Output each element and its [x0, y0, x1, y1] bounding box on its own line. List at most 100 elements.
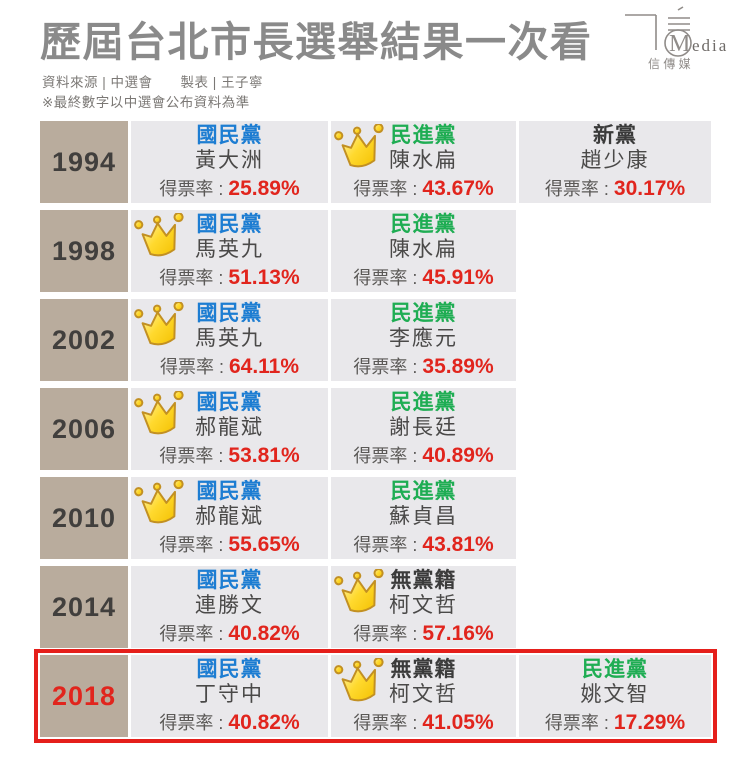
winner-crown-icon: [134, 480, 184, 524]
candidate-name: 陳水扁: [389, 149, 458, 173]
candidate-cell: 國民黨 郝龍斌得票率 : 53.81%: [131, 388, 328, 470]
candidate-cell: 新黨 趙少康 得票率 : 30.17%: [519, 121, 711, 203]
party-name: 新黨: [593, 123, 637, 147]
page-title: 歷屆台北市長選舉結果一次看: [40, 19, 593, 65]
logo-subtitle: 信 傳 媒: [648, 57, 691, 71]
candidate-cell: 民進黨 陳水扁 得票率 : 43.67%: [331, 121, 516, 203]
party-name: 民進黨: [390, 301, 457, 325]
candidate-cell: 國民黨 馬英九 得票率 : 64.11%: [131, 299, 328, 381]
vote-rate-label: 得票率 :: [159, 356, 229, 377]
candidate-name: 謝長廷: [389, 416, 458, 440]
candidate-cell: 無黨籍 柯文哲 得票率 : 41.05%: [331, 655, 516, 737]
year-label: 1998: [40, 210, 128, 292]
footnote: ※最終數字以中選會公布資料為準: [42, 95, 250, 110]
vote-rate-label: 得票率 :: [353, 623, 423, 644]
vote-rate-value: 25.89%: [228, 176, 300, 200]
party-name: 國民黨: [196, 301, 263, 325]
candidate-name: 黃大洲: [195, 149, 264, 173]
winner-crown-icon: [134, 213, 184, 257]
party-name: 國民黨: [196, 657, 263, 681]
party-name: 國民黨: [196, 479, 263, 503]
table-row-2010: 2010 國民黨 郝龍斌 得票率 : 55.65% 民進黨 蘇貞昌 得票率 : 43.81…: [40, 477, 711, 559]
results-table: 1994 國民黨 黃大洲 得票率 : 25.89% 民進黨 陳水扁 得票率 : 43.67…: [34, 121, 717, 743]
party-name: 國民黨: [196, 212, 263, 236]
party-name: 民進黨: [582, 657, 648, 681]
winner-crown-icon: [334, 658, 384, 702]
vote-rate-value: 41.05%: [422, 710, 494, 734]
vote-rate-label: 得票率 :: [353, 445, 423, 466]
empty-cell: [519, 210, 711, 292]
candidate-cell: 民進黨 陳水扁得票率 : 45.91%: [331, 210, 516, 292]
candidate-name: 蘇貞昌: [389, 505, 458, 529]
candidate-name: 郝龍斌: [195, 505, 264, 529]
vote-rate-label: 得票率 :: [353, 267, 423, 288]
candidate-name: 陳水扁: [389, 238, 458, 262]
vote-rate-value: 51.13%: [228, 265, 300, 289]
vote-rate-label: 得票率 :: [353, 356, 423, 377]
vote-rate: 得票率 : 51.13%: [159, 265, 299, 291]
vote-rate: 得票率 : 43.81%: [353, 532, 493, 558]
candidate-cell: 無黨籍 柯文哲得票率 : 57.16%: [331, 566, 516, 648]
table-row-2014: 2014 國民黨 連勝文 得票率 : 40.82% 無黨籍 柯文哲 得票率 : 57.16…: [40, 566, 711, 648]
candidate-name: 郝龍斌: [195, 416, 264, 440]
vote-rate-label: 得票率 :: [159, 445, 229, 466]
vote-rate: 得票率 : 57.16%: [353, 621, 493, 647]
year-label: 1994: [40, 121, 128, 203]
logo-brand-text: edia: [692, 36, 728, 55]
vote-rate: 得票率 : 40.89%: [353, 443, 493, 469]
candidate-cell: 民進黨 李應元得票率 : 35.89%: [331, 299, 516, 381]
party-name: 國民黨: [196, 123, 263, 147]
vote-rate-value: 40.89%: [422, 443, 494, 467]
vote-rate: 得票率 : 25.89%: [159, 176, 299, 202]
svg-text:M: M: [669, 31, 690, 57]
vote-rate-value: 45.91%: [422, 265, 494, 289]
candidate-name: 丁守中: [195, 683, 264, 707]
vote-rate: 得票率 : 41.05%: [353, 710, 493, 736]
vote-rate: 得票率 : 64.11%: [160, 354, 299, 380]
vote-rate-label: 得票率 :: [544, 712, 614, 733]
party-name: 民進黨: [390, 212, 457, 236]
year-label: 2002: [40, 299, 128, 381]
empty-cell: [519, 299, 711, 381]
candidate-name: 李應元: [389, 327, 458, 351]
candidate-name: 柯文哲: [389, 594, 458, 618]
candidate-cell: 國民黨 丁守中得票率 : 40.82%: [131, 655, 328, 737]
year-label: 2010: [40, 477, 128, 559]
table-row-2002: 2002 國民黨 馬英九 得票率 : 64.11% 民進黨 李應元 得票率 : 35.89…: [40, 299, 711, 381]
table-row-1998: 1998 國民黨 馬英九 得票率 : 51.13% 民進黨 陳水扁 得票率 : 45.91…: [40, 210, 711, 292]
vote-rate-label: 得票率 :: [544, 178, 614, 199]
vote-rate: 得票率 : 17.29%: [545, 710, 685, 736]
vote-rate-value: 40.82%: [228, 710, 300, 734]
vote-rate-value: 40.82%: [228, 621, 300, 645]
vote-rate-label: 得票率 :: [159, 712, 229, 733]
vote-rate-label: 得票率 :: [353, 534, 423, 555]
vote-rate-label: 得票率 :: [159, 534, 229, 555]
party-name: 國民黨: [196, 390, 263, 414]
winner-crown-icon: [334, 124, 384, 168]
vote-rate-value: 35.89%: [422, 354, 494, 378]
vote-rate: 得票率 : 35.89%: [353, 354, 493, 380]
vote-rate-value: 53.81%: [228, 443, 300, 467]
vote-rate: 得票率 : 53.81%: [159, 443, 299, 469]
vote-rate: 得票率 : 43.67%: [353, 176, 493, 202]
vote-rate: 得票率 : 45.91%: [353, 265, 493, 291]
vote-rate-label: 得票率 :: [353, 712, 423, 733]
table-row-2006: 2006 國民黨 郝龍斌 得票率 : 53.81% 民進黨 謝長廷 得票率 : 40.89…: [40, 388, 711, 470]
candidate-name: 連勝文: [195, 594, 264, 618]
candidate-cell: 民進黨 蘇貞昌 得票率 : 43.81%: [331, 477, 516, 559]
party-name: 無黨籍: [390, 568, 457, 592]
table-row-1994: 1994 國民黨 黃大洲 得票率 : 25.89% 民進黨 陳水扁 得票率 : 43.67…: [40, 121, 711, 203]
year-label: 2018: [40, 655, 128, 737]
party-name: 民進黨: [390, 390, 457, 414]
cmmedia-logo: M edia 信 傳 媒: [622, 6, 744, 72]
vote-rate-value: 57.16%: [422, 621, 494, 645]
vote-rate-value: 43.81%: [422, 532, 494, 556]
candidate-cell: 國民黨 黃大洲得票率 : 25.89%: [131, 121, 328, 203]
winner-crown-icon: [134, 302, 184, 346]
vote-rate-value: 30.17%: [613, 176, 686, 200]
candidate-cell: 民進黨 謝長廷得票率 : 40.89%: [331, 388, 516, 470]
vote-rate-label: 得票率 :: [353, 178, 423, 199]
vote-rate-value: 64.11%: [228, 354, 300, 378]
cmmedia-logo-mark: M edia: [625, 6, 728, 57]
